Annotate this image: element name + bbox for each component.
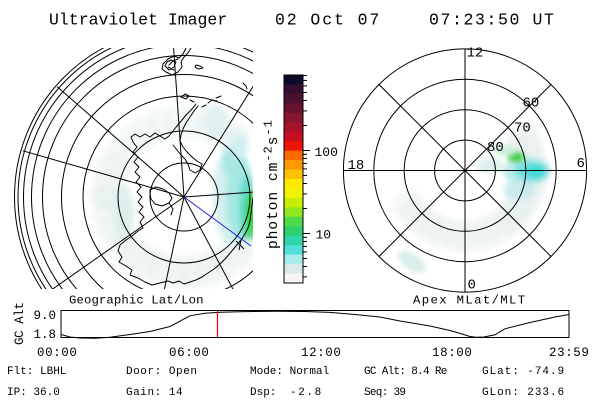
svg-text:Gain: 14: Gain: 14 [126,387,183,399]
svg-text:GC Alt: GC Alt [13,302,27,345]
svg-text:Seq: 39: Seq: 39 [364,387,405,399]
svg-text:Geographic Lat/Lon: Geographic Lat/Lon [69,294,204,308]
svg-text:07:23:50 UT: 07:23:50 UT [429,11,556,30]
svg-text:80: 80 [487,140,504,156]
svg-text:18: 18 [348,158,365,174]
svg-text:60: 60 [523,96,540,112]
svg-text:10: 10 [316,228,332,243]
svg-text:70: 70 [514,121,531,137]
svg-text:Apex MLat/MLT: Apex MLat/MLT [413,294,526,308]
svg-text:18:00: 18:00 [432,346,473,360]
svg-text:Dsp:: Dsp: [250,387,276,399]
svg-text:23:59: 23:59 [549,346,590,360]
svg-text:Flt: LBHL: Flt: LBHL [7,366,66,378]
svg-text:100: 100 [315,145,338,160]
svg-text:1.8: 1.8 [34,328,57,342]
svg-text:Door: Open: Door: Open [126,366,198,378]
svg-text:-2.8: -2.8 [290,387,323,399]
svg-text:12:00: 12:00 [301,346,342,360]
svg-text:GLon: 233.6: GLon: 233.6 [482,387,565,399]
svg-text:Ultraviolet Imager: Ultraviolet Imager [49,11,227,30]
svg-text:GC Alt: 8.4 Re: GC Alt: 8.4 Re [364,366,447,378]
svg-text:06:00: 06:00 [169,346,210,360]
svg-text:00:00: 00:00 [37,346,78,360]
svg-text:12: 12 [467,46,484,62]
svg-text:9.0: 9.0 [34,309,57,323]
svg-text:6: 6 [577,156,585,172]
svg-text:02 Oct 07: 02 Oct 07 [275,11,381,30]
svg-text:0: 0 [468,278,476,294]
svg-text:GLat: -74.9: GLat: -74.9 [482,366,565,378]
svg-text:IP: 36.0: IP: 36.0 [7,387,60,399]
svg-text:Mode: Normal: Mode: Normal [250,366,329,378]
